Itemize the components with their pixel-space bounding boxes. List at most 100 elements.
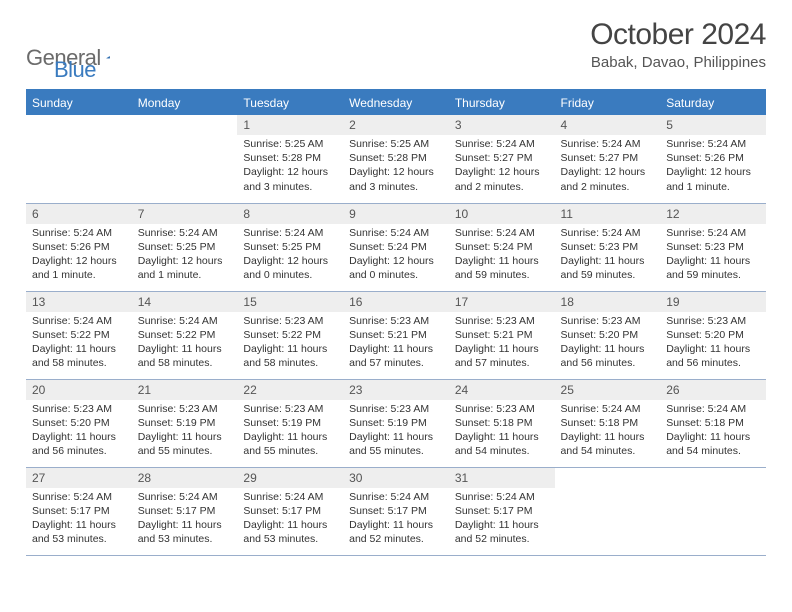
day-body: Sunrise: 5:24 AMSunset: 5:24 PMDaylight:… [343, 224, 449, 287]
sunset-label: Sunset: [243, 152, 282, 164]
day-number: 15 [237, 292, 343, 312]
sunrise-value: 5:24 AM [602, 227, 641, 239]
sunrise-label: Sunrise: [455, 315, 496, 327]
day-body: Sunrise: 5:24 AMSunset: 5:18 PMDaylight:… [660, 400, 766, 463]
day-number: 8 [237, 204, 343, 224]
sunset-value: 5:25 PM [282, 241, 321, 253]
calendar-body: 1Sunrise: 5:25 AMSunset: 5:28 PMDaylight… [26, 115, 766, 555]
day-body: Sunrise: 5:23 AMSunset: 5:19 PMDaylight:… [132, 400, 238, 463]
sunrise-label: Sunrise: [32, 315, 73, 327]
daylight-label: Daylight: [561, 166, 605, 178]
sunrise-label: Sunrise: [138, 491, 179, 503]
sunrise-value: 5:24 AM [708, 227, 747, 239]
sunset-label: Sunset: [561, 241, 600, 253]
sunrise-label: Sunrise: [349, 138, 390, 150]
sunrise-value: 5:24 AM [179, 315, 218, 327]
sunset-label: Sunset: [561, 417, 600, 429]
day-number: 9 [343, 204, 449, 224]
sunrise-value: 5:23 AM [391, 315, 430, 327]
day-number: 23 [343, 380, 449, 400]
daylight-label: Daylight: [32, 255, 76, 267]
sunset-label: Sunset: [138, 505, 177, 517]
calendar-page: General October 2024 Babak, Davao, Phili… [0, 0, 792, 556]
day-body: Sunrise: 5:24 AMSunset: 5:23 PMDaylight:… [660, 224, 766, 287]
sunset-value: 5:17 PM [282, 505, 321, 517]
day-number: 30 [343, 468, 449, 488]
day-body: Sunrise: 5:24 AMSunset: 5:25 PMDaylight:… [132, 224, 238, 287]
sunrise-value: 5:24 AM [602, 138, 641, 150]
day-number: 17 [449, 292, 555, 312]
sunset-label: Sunset: [455, 241, 494, 253]
calendar-day-cell [555, 467, 661, 555]
calendar-day-cell: 25Sunrise: 5:24 AMSunset: 5:18 PMDayligh… [555, 379, 661, 467]
sunrise-value: 5:24 AM [391, 491, 430, 503]
daylight-label: Daylight: [561, 431, 605, 443]
sunrise-label: Sunrise: [561, 227, 602, 239]
sunset-label: Sunset: [666, 152, 705, 164]
daylight-label: Daylight: [138, 255, 182, 267]
sunset-label: Sunset: [32, 505, 71, 517]
day-body: Sunrise: 5:24 AMSunset: 5:25 PMDaylight:… [237, 224, 343, 287]
day-header: Sunday [26, 90, 132, 115]
sunrise-value: 5:24 AM [391, 227, 430, 239]
sunset-label: Sunset: [138, 241, 177, 253]
sunrise-value: 5:24 AM [179, 491, 218, 503]
sunset-label: Sunset: [455, 505, 494, 517]
sunrise-label: Sunrise: [243, 138, 284, 150]
sunset-label: Sunset: [349, 505, 388, 517]
sunrise-label: Sunrise: [243, 315, 284, 327]
calendar-day-cell: 30Sunrise: 5:24 AMSunset: 5:17 PMDayligh… [343, 467, 449, 555]
sunset-label: Sunset: [243, 329, 282, 341]
sunrise-value: 5:25 AM [285, 138, 324, 150]
sunrise-label: Sunrise: [349, 491, 390, 503]
sunrise-value: 5:24 AM [285, 227, 324, 239]
day-body: Sunrise: 5:24 AMSunset: 5:17 PMDaylight:… [237, 488, 343, 551]
calendar-day-cell: 9Sunrise: 5:24 AMSunset: 5:24 PMDaylight… [343, 203, 449, 291]
calendar-day-cell [132, 115, 238, 203]
sunrise-label: Sunrise: [349, 315, 390, 327]
calendar-day-cell: 14Sunrise: 5:24 AMSunset: 5:22 PMDayligh… [132, 291, 238, 379]
sunset-value: 5:19 PM [282, 417, 321, 429]
calendar-day-cell: 18Sunrise: 5:23 AMSunset: 5:20 PMDayligh… [555, 291, 661, 379]
sunrise-value: 5:23 AM [496, 403, 535, 415]
daylight-label: Daylight: [561, 255, 605, 267]
calendar-day-cell: 8Sunrise: 5:24 AMSunset: 5:25 PMDaylight… [237, 203, 343, 291]
calendar-week-row: 1Sunrise: 5:25 AMSunset: 5:28 PMDaylight… [26, 115, 766, 203]
sunrise-value: 5:23 AM [602, 315, 641, 327]
page-title: October 2024 [590, 18, 766, 52]
day-body: Sunrise: 5:23 AMSunset: 5:19 PMDaylight:… [237, 400, 343, 463]
sunset-value: 5:20 PM [71, 417, 110, 429]
daylight-label: Daylight: [349, 519, 393, 531]
daylight-label: Daylight: [32, 431, 76, 443]
sunset-value: 5:22 PM [282, 329, 321, 341]
daylight-label: Daylight: [243, 166, 287, 178]
day-number: 4 [555, 115, 661, 135]
sunset-label: Sunset: [455, 152, 494, 164]
calendar-day-cell: 21Sunrise: 5:23 AMSunset: 5:19 PMDayligh… [132, 379, 238, 467]
calendar-day-cell: 27Sunrise: 5:24 AMSunset: 5:17 PMDayligh… [26, 467, 132, 555]
day-body: Sunrise: 5:23 AMSunset: 5:19 PMDaylight:… [343, 400, 449, 463]
day-body: Sunrise: 5:24 AMSunset: 5:17 PMDaylight:… [449, 488, 555, 551]
calendar-day-cell [26, 115, 132, 203]
sunset-value: 5:23 PM [599, 241, 638, 253]
sunrise-value: 5:24 AM [496, 491, 535, 503]
daylight-label: Daylight: [561, 343, 605, 355]
calendar-week-row: 6Sunrise: 5:24 AMSunset: 5:26 PMDaylight… [26, 203, 766, 291]
sunrise-label: Sunrise: [32, 403, 73, 415]
day-number: 25 [555, 380, 661, 400]
sunrise-value: 5:24 AM [708, 138, 747, 150]
sunrise-label: Sunrise: [243, 491, 284, 503]
sunset-value: 5:28 PM [282, 152, 321, 164]
day-header: Monday [132, 90, 238, 115]
day-body: Sunrise: 5:23 AMSunset: 5:20 PMDaylight:… [26, 400, 132, 463]
calendar-day-cell: 3Sunrise: 5:24 AMSunset: 5:27 PMDaylight… [449, 115, 555, 203]
calendar-day-cell: 10Sunrise: 5:24 AMSunset: 5:24 PMDayligh… [449, 203, 555, 291]
day-header: Thursday [449, 90, 555, 115]
day-body: Sunrise: 5:24 AMSunset: 5:27 PMDaylight:… [449, 135, 555, 198]
sunrise-value: 5:24 AM [496, 227, 535, 239]
sunrise-value: 5:23 AM [496, 315, 535, 327]
calendar-day-cell: 1Sunrise: 5:25 AMSunset: 5:28 PMDaylight… [237, 115, 343, 203]
sunset-value: 5:27 PM [599, 152, 638, 164]
sunset-label: Sunset: [349, 152, 388, 164]
sunrise-label: Sunrise: [138, 403, 179, 415]
